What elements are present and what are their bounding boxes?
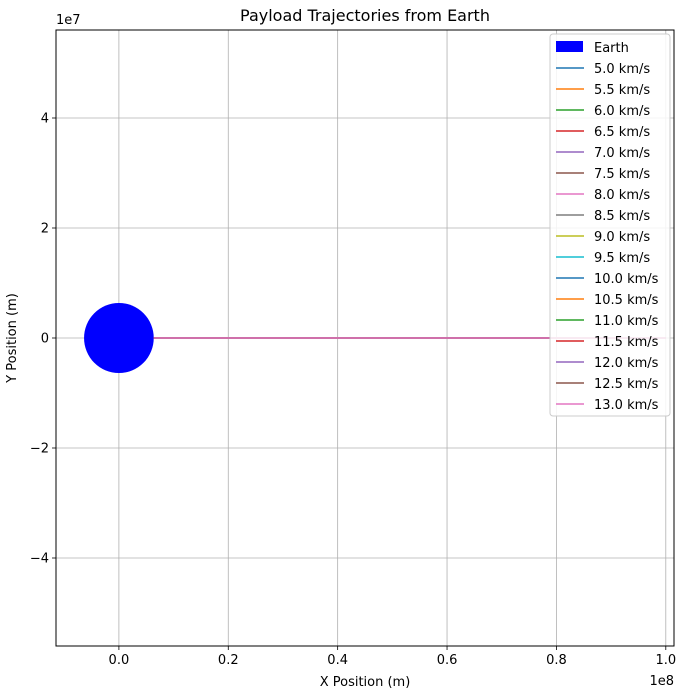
- legend: Earth 5.0 km/s 5.5 km/s 6.0 km/s 6.5 km/s 7.0…: [549, 33, 671, 417]
- x-tick-label: 0.0: [109, 653, 130, 668]
- x-axis-label: X Position (m): [320, 675, 411, 690]
- x-tick-label: 0.8: [546, 653, 567, 668]
- legend-label: 9.0 km/s: [594, 230, 650, 245]
- x-offset-label: 1e8: [649, 674, 674, 689]
- legend-label: 7.5 km/s: [594, 167, 650, 182]
- legend-label: 13.0 km/s: [594, 398, 659, 413]
- legend-label: 5.5 km/s: [594, 83, 650, 98]
- y-tick-label: −2: [30, 442, 49, 457]
- x-tick-label: 1.0: [655, 653, 676, 668]
- legend-label: 12.5 km/s: [594, 377, 659, 392]
- legend-label: 6.0 km/s: [594, 104, 650, 119]
- y-tick-label: 0: [41, 332, 49, 347]
- y-tick-label: −4: [30, 552, 49, 567]
- y-tick-label: 2: [41, 222, 49, 237]
- chart-title: Payload Trajectories from Earth: [240, 6, 490, 25]
- y-tick-label: 4: [41, 112, 49, 127]
- legend-label: 8.0 km/s: [594, 188, 650, 203]
- legend-label: 5.0 km/s: [594, 62, 650, 77]
- legend-label: 11.0 km/s: [594, 314, 659, 329]
- earth-disc: [84, 302, 154, 374]
- x-tick-label: 0.4: [327, 653, 348, 668]
- legend-swatch-earth: [556, 41, 583, 52]
- legend-label: 7.0 km/s: [594, 146, 650, 161]
- legend-label: 11.5 km/s: [594, 335, 659, 350]
- legend-label: 6.5 km/s: [594, 125, 650, 140]
- legend-label-earth: Earth: [594, 41, 629, 56]
- legend-label: 8.5 km/s: [594, 209, 650, 224]
- y-offset-label: 1e7: [56, 13, 81, 28]
- legend-label: 9.5 km/s: [594, 251, 650, 266]
- legend-label: 10.5 km/s: [594, 293, 659, 308]
- axis-ticks: 0.0 0.2 0.4 0.6 0.8 1.0 −4 −2 0 2 4: [30, 112, 676, 669]
- legend-label: 10.0 km/s: [594, 272, 659, 287]
- x-tick-label: 0.2: [218, 653, 239, 668]
- legend-label: 12.0 km/s: [594, 356, 659, 371]
- y-axis-label: Y Position (m): [5, 293, 20, 384]
- x-tick-label: 0.6: [437, 653, 458, 668]
